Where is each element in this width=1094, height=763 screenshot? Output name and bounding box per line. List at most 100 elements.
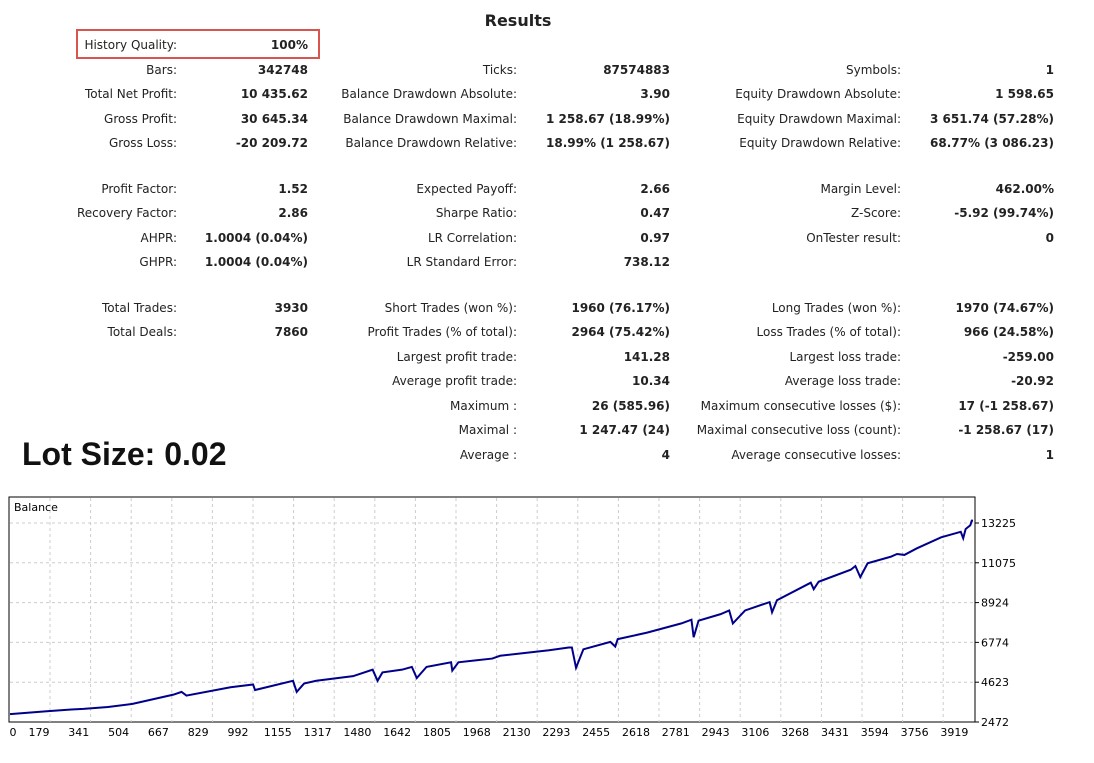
stat-value: -5.92 (99.74%)	[954, 206, 1054, 220]
chart-title: Balance	[14, 501, 58, 514]
stat-label: Recovery Factor:	[76, 206, 177, 220]
x-tick-label: 3756	[901, 726, 929, 739]
stat-label: Gross Loss:	[109, 136, 177, 150]
stat-value: 2.66	[640, 182, 670, 196]
stat-value: 68.77% (3 086.23)	[930, 136, 1054, 150]
stat-label: History Quality:	[84, 38, 177, 52]
plot-area	[8, 496, 976, 723]
stat-label: Gross Profit:	[104, 112, 177, 126]
stat-label: Long Trades (won %):	[771, 301, 901, 315]
stat-value: 1960 (76.17%)	[571, 301, 670, 315]
stat-value: 30 645.34	[240, 112, 308, 126]
stat-value: 738.12	[623, 255, 670, 269]
x-tick-label: 1155	[264, 726, 292, 739]
balance-chart: Balance 13225 11075 8924 6774 4623 2472 0 179 34…	[8, 496, 1016, 739]
x-tick-label: 829	[188, 726, 209, 739]
y-tick-label: 13225	[981, 517, 1016, 530]
stat-label: Balance Drawdown Relative:	[345, 136, 517, 150]
stat-label: Maximal consecutive loss (count):	[696, 423, 901, 437]
grid	[10, 498, 979, 723]
stat-label: Largest profit trade:	[396, 350, 517, 364]
x-tick-label: 504	[108, 726, 129, 739]
stat-label: Equity Drawdown Absolute:	[735, 87, 901, 101]
stat-value: 1	[1045, 63, 1054, 77]
y-tick-label: 6774	[981, 636, 1009, 649]
stat-label: Balance Drawdown Absolute:	[341, 87, 517, 101]
stat-label: Maximal :	[458, 423, 517, 437]
stat-value: 1.0004 (0.04%)	[204, 255, 308, 269]
x-tick-label: 0	[10, 726, 17, 739]
stat-label: Average loss trade:	[784, 374, 901, 388]
stat-label: Profit Trades (% of total):	[367, 325, 517, 339]
x-tick-label: 1968	[463, 726, 491, 739]
x-tick-label: 2455	[582, 726, 610, 739]
stat-label: Loss Trades (% of total):	[756, 325, 902, 339]
stat-label: Total Net Profit:	[84, 87, 177, 101]
stat-value: 18.99% (1 258.67)	[546, 136, 670, 150]
stat-value: 7860	[274, 325, 308, 339]
x-tick-label: 3431	[821, 726, 849, 739]
x-tick-label: 179	[29, 726, 50, 739]
stat-value: 1 247.47 (24)	[579, 423, 670, 437]
stat-value: 87574883	[603, 63, 670, 77]
stat-value: 17 (-1 258.67)	[958, 399, 1054, 413]
y-tick-label: 11075	[981, 557, 1016, 570]
stat-value: 1970 (74.67%)	[955, 301, 1054, 315]
stat-label: Maximum consecutive losses ($):	[700, 399, 901, 413]
stat-label: Margin Level:	[820, 182, 901, 196]
stat-value: 1.52	[278, 182, 308, 196]
stat-label: Average consecutive losses:	[731, 448, 901, 462]
stat-value: 100%	[270, 38, 308, 52]
x-tick-label: 3594	[861, 726, 889, 739]
stat-value: 2964 (75.42%)	[571, 325, 670, 339]
stat-value: 462.00%	[995, 182, 1054, 196]
x-tick-label: 1317	[304, 726, 332, 739]
stat-label: Total Trades:	[102, 301, 177, 315]
x-tick-label: 3919	[940, 726, 968, 739]
x-tick-label: 992	[228, 726, 249, 739]
stat-label: Equity Drawdown Relative:	[739, 136, 901, 150]
stat-label: Z-Score:	[851, 206, 901, 220]
x-tick-label: 1805	[423, 726, 451, 739]
x-tick-label: 341	[68, 726, 89, 739]
stat-value: -1 258.67 (17)	[958, 423, 1054, 437]
stat-value: 1 258.67 (18.99%)	[546, 112, 670, 126]
balance-line	[9, 519, 973, 716]
stat-label: Bars:	[146, 63, 177, 77]
x-tick-label: 2943	[702, 726, 730, 739]
stat-label: Ticks:	[482, 63, 517, 77]
stat-label: Largest loss trade:	[789, 350, 901, 364]
stat-label: Average profit trade:	[392, 374, 517, 388]
x-tick-label: 2781	[662, 726, 690, 739]
stat-label: OnTester result:	[806, 231, 901, 245]
stat-label: Balance Drawdown Maximal:	[343, 112, 517, 126]
stat-value: 26 (585.96)	[591, 399, 670, 413]
stat-value: 3930	[274, 301, 308, 315]
x-tick-label: 2618	[622, 726, 650, 739]
stat-value: 0.47	[640, 206, 670, 220]
stat-label: Expected Payoff:	[416, 182, 517, 196]
stat-value: 1.0004 (0.04%)	[204, 231, 308, 245]
stat-label: GHPR:	[139, 255, 177, 269]
stat-value: -20.92	[1011, 374, 1054, 388]
stat-label: Sharpe Ratio:	[435, 206, 517, 220]
stat-label: Average :	[459, 448, 517, 462]
history-quality-highlight	[76, 29, 320, 59]
stat-label: Total Deals:	[107, 325, 177, 339]
stat-label: Short Trades (won %):	[384, 301, 517, 315]
stat-value: 2.86	[278, 206, 308, 220]
stat-value: -259.00	[1002, 350, 1054, 364]
stat-label: Symbols:	[846, 63, 901, 77]
y-tick-label: 8924	[981, 597, 1009, 610]
stat-label: LR Correlation:	[427, 231, 517, 245]
stat-value: 10 435.62	[240, 87, 308, 101]
stat-value: 141.28	[623, 350, 670, 364]
stat-value: 3.90	[640, 87, 670, 101]
stat-label: LR Standard Error:	[406, 255, 517, 269]
stat-label: Equity Drawdown Maximal:	[737, 112, 901, 126]
x-tick-label: 667	[148, 726, 169, 739]
stat-value: -20 209.72	[235, 136, 308, 150]
stat-value: 1 598.65	[995, 87, 1054, 101]
y-tick-label: 2472	[981, 716, 1009, 729]
stat-value: 1	[1045, 448, 1054, 462]
